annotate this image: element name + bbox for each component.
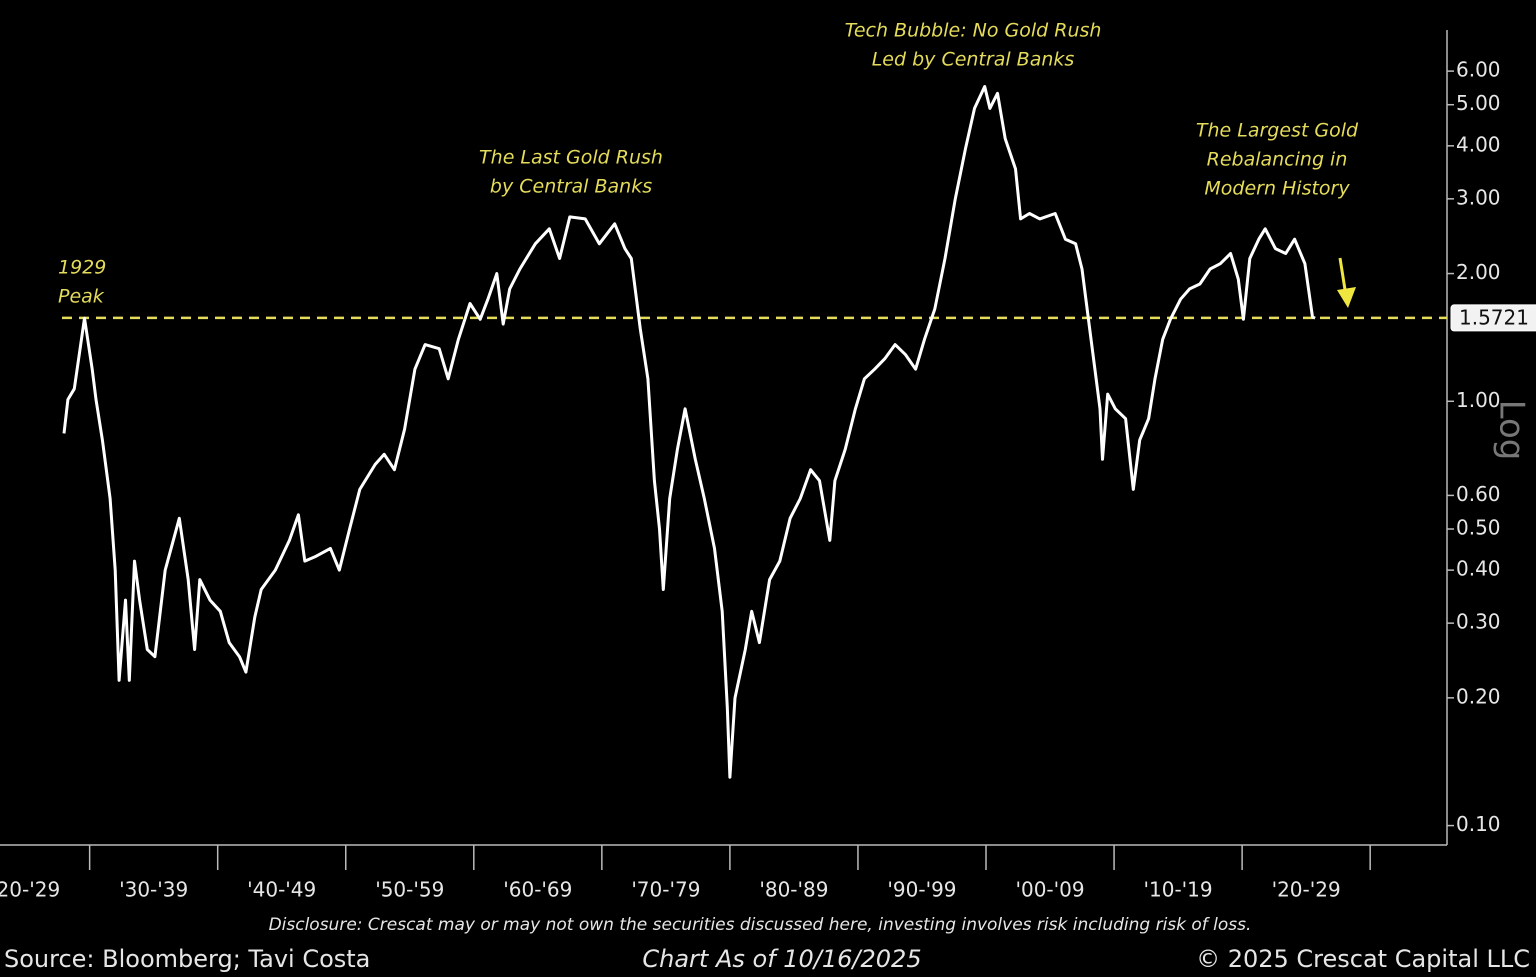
source: Source: Bloomberg; Tavi Costa [4,945,370,973]
annotation: Led by Central Banks [872,49,1075,71]
y-tick-label: 6.00 [1456,58,1501,82]
annotation: The Last Gold Rush [479,147,663,169]
x-tick-label: '30-'39 [119,878,188,902]
y-tick-label: 4.00 [1456,132,1501,156]
y-tick-label: 0.40 [1456,557,1501,581]
value-box [1450,304,1536,332]
annotation: The Largest Gold [1196,120,1359,142]
annotation: by Central Banks [490,176,652,198]
as-of-date: Chart As of 10/16/2025 [642,945,921,973]
annotation: Rebalancing in [1207,149,1348,171]
y-tick-label: 0.50 [1456,516,1501,540]
x-tick-label: '50-'59 [375,878,444,902]
down-arrow [1337,257,1356,308]
x-tick-label: '80-'89 [759,878,828,902]
y-tick-label: 0.30 [1456,610,1501,634]
copyright: © 2025 Crescat Capital LLC [1196,945,1530,973]
x-tick-label: '10-'19 [1144,878,1213,902]
y-tick-label: 1.00 [1456,388,1501,412]
y-tick-label: 2.00 [1456,260,1501,284]
annotation: Tech Bubble: No Gold Rush [845,20,1102,42]
annotation: 1929 [58,257,106,279]
log-label: Log [1492,400,1532,461]
disclosure: Disclosure: Crescat may or may not own t… [269,915,1252,935]
x-tick-label: '40-'49 [247,878,316,902]
x-tick-label: '20-'29 [0,878,60,902]
x-tick-label: '00-'09 [1015,878,1084,902]
x-tick-label: '20-'29 [1272,878,1341,902]
x-tick-label: '70-'79 [631,878,700,902]
x-tick-label: '90-'99 [887,878,956,902]
x-tick-label: '60-'69 [503,878,572,902]
annotation: Modern History [1204,178,1350,200]
y-tick-label: 0.20 [1456,684,1501,708]
value-box-label: 1.5721 [1459,305,1529,329]
price-line [62,85,1316,779]
y-tick-label: 3.00 [1456,185,1501,209]
y-tick-label: 5.00 [1456,91,1501,115]
annotation: Peak [58,286,105,308]
y-tick-label: 0.60 [1456,482,1501,506]
y-tick-label: 0.10 [1456,812,1501,836]
